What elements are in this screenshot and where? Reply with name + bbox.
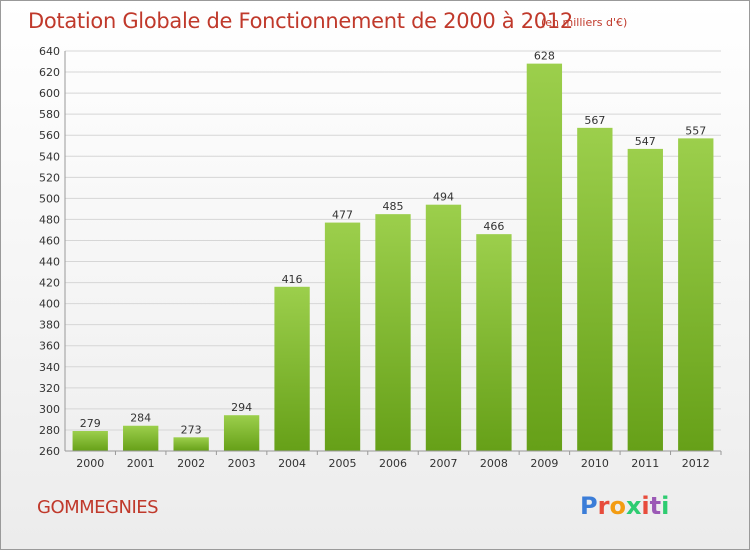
- bar-2006: [375, 214, 411, 451]
- x-tick-label: 2000: [76, 457, 104, 470]
- x-tick-label: 2008: [480, 457, 508, 470]
- commune-name: GOMMEGNIES: [37, 497, 159, 518]
- proxiti-logo: Proxiti: [580, 492, 669, 520]
- value-label: 485: [383, 200, 404, 213]
- y-tick-label: 400: [39, 298, 60, 311]
- x-tick-label: 2003: [228, 457, 256, 470]
- logo-letter: t: [649, 492, 662, 520]
- bars: 279 284 273 294 416 477 485 494 466 628 567 547 557: [72, 50, 714, 452]
- value-label: 294: [231, 401, 252, 414]
- bar-2003: [223, 415, 260, 451]
- bar-2005: [324, 222, 361, 451]
- bar-2002: [173, 437, 209, 451]
- x-tick-label: 2010: [581, 457, 609, 470]
- x-tick-label: 2012: [682, 457, 710, 470]
- x-tick-label: 2007: [429, 457, 457, 470]
- logo-letter: r: [597, 492, 610, 520]
- value-label: 477: [332, 209, 353, 222]
- value-label: 557: [685, 124, 706, 137]
- bar-2000: [72, 431, 108, 451]
- bar-2007: [425, 204, 462, 451]
- y-axis: 260 280 300 320 340 360 380 400 420 440 460 480 500 5…: [39, 45, 66, 458]
- y-tick-label: 500: [39, 192, 60, 205]
- y-tick-label: 520: [39, 171, 60, 184]
- y-tick-label: 280: [39, 424, 60, 437]
- y-tick-label: 420: [39, 277, 60, 290]
- bar-2011: [627, 148, 663, 452]
- logo-letter: x: [625, 492, 642, 520]
- x-tick-label: 2001: [127, 457, 155, 470]
- y-tick-label: 300: [39, 403, 60, 416]
- y-tick-label: 600: [39, 87, 60, 100]
- y-tick-label: 340: [39, 361, 60, 374]
- logo-letter: P: [580, 492, 598, 520]
- value-label: 279: [80, 417, 101, 430]
- y-tick-label: 640: [39, 45, 60, 58]
- y-tick-label: 260: [39, 445, 60, 458]
- chart-title: Dotation Globale de Fonctionnement de 20…: [28, 9, 573, 33]
- y-tick-label: 480: [39, 213, 60, 226]
- logo-letter: o: [609, 492, 626, 520]
- y-tick-label: 580: [39, 108, 60, 121]
- y-tick-label: 380: [39, 319, 60, 332]
- y-tick-label: 540: [39, 150, 60, 163]
- y-tick-label: 560: [39, 129, 60, 142]
- y-tick-label: 320: [39, 382, 60, 395]
- bar-2010: [577, 127, 613, 451]
- x-tick-label: 2005: [329, 457, 357, 470]
- y-tick-label: 460: [39, 234, 60, 247]
- x-tick-label: 2006: [379, 457, 407, 470]
- logo-letter: i: [641, 492, 650, 520]
- bar-2012: [678, 138, 714, 452]
- y-tick-label: 440: [39, 256, 60, 269]
- logo-letter: i: [661, 492, 670, 520]
- bar-2008: [476, 234, 512, 451]
- bar-2004: [274, 286, 310, 451]
- bar-2001: [123, 425, 159, 451]
- x-tick-label: 2009: [530, 457, 558, 470]
- value-label: 284: [130, 412, 151, 425]
- value-label: 628: [534, 50, 555, 63]
- value-label: 466: [483, 220, 504, 233]
- value-label: 416: [282, 273, 303, 286]
- value-label: 567: [584, 114, 605, 127]
- value-label: 547: [635, 135, 656, 148]
- y-tick-label: 360: [39, 340, 60, 353]
- x-tick-label: 2011: [631, 457, 659, 470]
- chart-unit: (en milliers d'€): [541, 16, 628, 29]
- y-tick-label: 620: [39, 66, 60, 79]
- x-tick-label: 2004: [278, 457, 306, 470]
- value-label: 494: [433, 191, 454, 204]
- bar-2009: [526, 63, 563, 451]
- x-tick-label: 2002: [177, 457, 205, 470]
- x-axis: 2000 2001 2002 2003 2004 2005 2006 2007 2008 2009…: [65, 450, 722, 470]
- value-label: 273: [181, 423, 202, 436]
